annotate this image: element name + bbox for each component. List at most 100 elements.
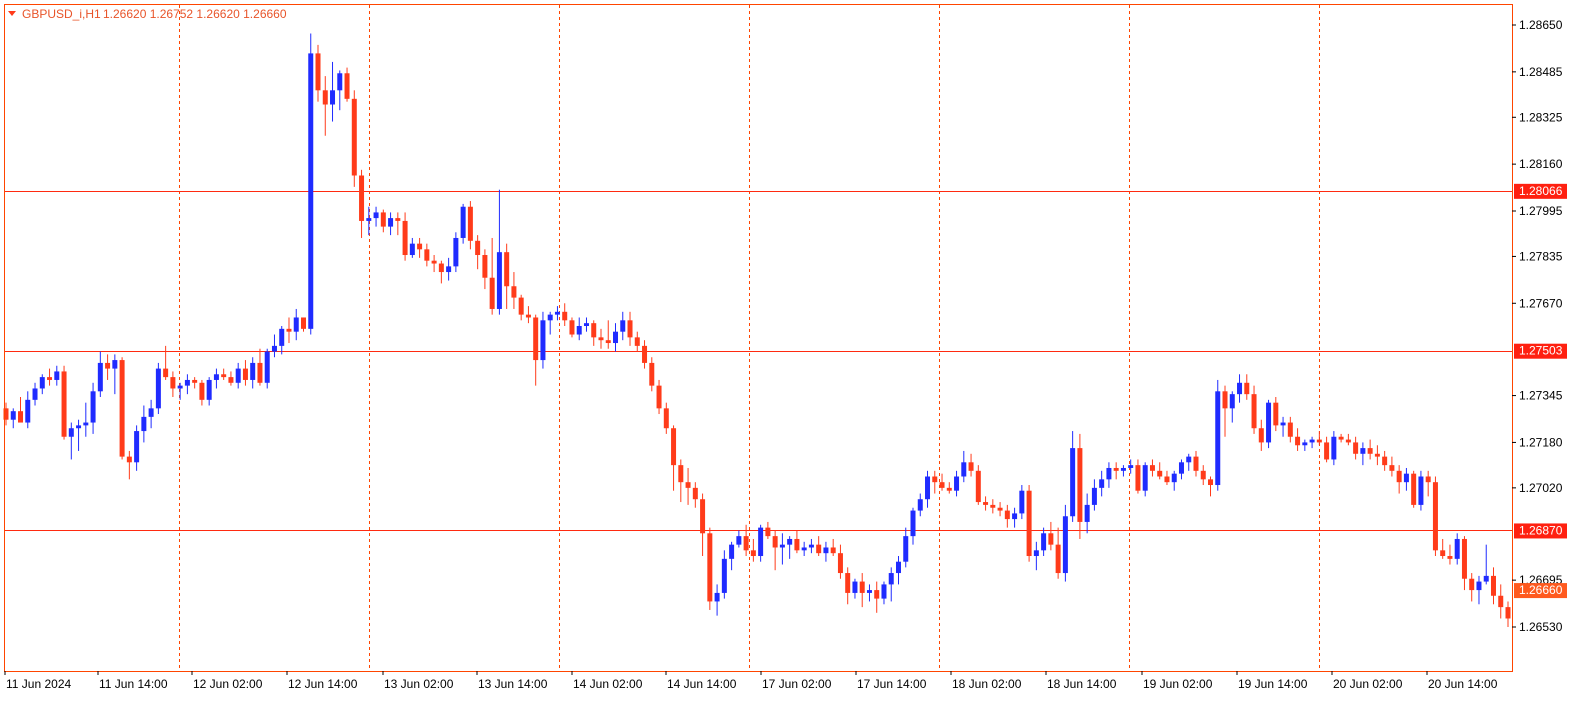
time-tick-label: 19 Jun 14:00 — [1238, 677, 1308, 691]
candle — [954, 470, 960, 497]
candle-body — [1273, 402, 1279, 426]
candle-body — [90, 391, 96, 423]
candle — [330, 61, 336, 122]
candle — [1229, 391, 1235, 423]
candle — [504, 243, 510, 309]
candle — [409, 237, 415, 258]
candle-body — [845, 573, 851, 593]
price-tick-label: 1.27835 — [1519, 249, 1563, 263]
candle-body — [438, 263, 444, 273]
candle-body — [983, 502, 989, 505]
candle — [279, 326, 285, 355]
candle — [700, 493, 706, 557]
candle-body — [271, 345, 277, 352]
candle — [1447, 544, 1453, 565]
candle — [1251, 385, 1257, 434]
candle-body — [1382, 456, 1388, 466]
candle-body — [910, 510, 916, 537]
candle-body — [163, 368, 169, 378]
candle — [1403, 467, 1409, 491]
candle-body — [852, 581, 858, 593]
candle — [721, 550, 727, 599]
candle-body — [634, 337, 640, 346]
candle — [395, 212, 401, 236]
candle — [467, 201, 473, 250]
candle-body — [627, 320, 633, 338]
candle — [1432, 476, 1438, 557]
candle-body — [1062, 516, 1068, 574]
level-price-tag-label: 1.27503 — [1519, 344, 1563, 358]
candle — [344, 67, 350, 102]
candle — [235, 362, 241, 389]
candle-body — [155, 368, 161, 409]
candle-body — [1367, 448, 1373, 454]
candle — [1113, 462, 1119, 480]
candle-body — [3, 408, 9, 420]
candle-body — [1091, 487, 1097, 505]
price-tick-label: 1.27180 — [1519, 435, 1563, 449]
collapse-triangle-icon[interactable] — [8, 11, 16, 16]
candle-body — [1019, 490, 1025, 514]
candle — [1055, 527, 1061, 579]
candle — [286, 317, 292, 344]
candle-body — [1324, 442, 1330, 460]
candle — [1193, 450, 1199, 477]
candle-body — [758, 527, 764, 557]
candle — [315, 44, 321, 102]
candle — [264, 348, 270, 389]
candle-body — [1353, 442, 1359, 454]
candle-body — [1012, 513, 1018, 520]
candle — [1128, 459, 1134, 474]
candle — [1360, 442, 1366, 466]
candle — [1258, 419, 1264, 451]
candle — [54, 365, 60, 386]
candle — [692, 482, 698, 508]
candle-body — [1041, 533, 1047, 551]
candle — [1389, 456, 1395, 477]
candle — [460, 203, 466, 244]
candle — [1186, 453, 1192, 471]
time-tick-label: 14 Jun 14:00 — [667, 677, 737, 691]
candle — [554, 306, 560, 321]
candle — [866, 584, 872, 602]
time-tick-label: 18 Jun 02:00 — [952, 677, 1022, 691]
candle — [1106, 462, 1112, 488]
candle-body — [932, 476, 938, 483]
candle-body — [366, 218, 372, 221]
candle-body — [1033, 550, 1039, 557]
price-axis[interactable]: 1.28650 1.28485 1.28325 1.28160 1.27995 1.278… — [1512, 18, 1567, 634]
candle-body — [1345, 439, 1351, 443]
candle-body — [141, 416, 147, 432]
level-price-tag — [1514, 343, 1567, 359]
candle-body — [729, 544, 735, 559]
candle-body — [779, 544, 785, 548]
candle-body — [888, 573, 894, 585]
candle — [388, 212, 394, 236]
time-tick-label: 19 Jun 02:00 — [1143, 677, 1213, 691]
candle — [837, 544, 843, 579]
candle — [1222, 385, 1228, 437]
candle — [228, 371, 234, 386]
candle — [163, 345, 169, 380]
candle — [1316, 431, 1322, 446]
candle — [97, 351, 103, 397]
candle-body — [1498, 595, 1504, 608]
candle — [155, 362, 161, 415]
candle-body — [830, 547, 836, 554]
candle — [1135, 459, 1141, 494]
candle-body — [105, 362, 111, 369]
candle-body — [337, 73, 343, 91]
candle-body — [808, 544, 814, 548]
candle — [511, 272, 517, 309]
candle-body — [504, 252, 510, 287]
candle-body — [525, 314, 531, 318]
candle-body — [866, 590, 872, 593]
candle-body — [837, 553, 843, 574]
candle — [591, 320, 597, 346]
time-axis[interactable]: 11 Jun 2024 11 Jun 14:00 12 Jun 02:00 12 Ju… — [4, 671, 1498, 691]
level-price-tag — [1514, 183, 1567, 199]
candle — [293, 308, 299, 341]
